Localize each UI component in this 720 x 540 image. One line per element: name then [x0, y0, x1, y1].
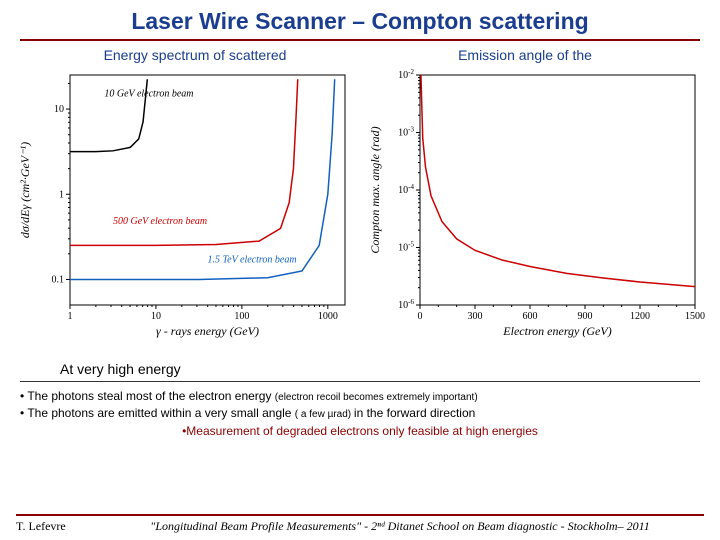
- svg-text:1500: 1500: [685, 311, 705, 322]
- measurement-line: •Measurement of degraded electrons only …: [20, 421, 700, 439]
- subtitles-row: Energy spectrum of scattered Emission an…: [0, 41, 720, 65]
- svg-text:10-4: 10-4: [398, 183, 414, 196]
- footer-text: "Longitudinal Beam Profile Measurements"…: [96, 519, 704, 534]
- subtitle-right: Emission angle of the: [377, 47, 674, 63]
- bullets: • The photons steal most of the electron…: [0, 384, 720, 439]
- bullet-2-paren: ( a few µrad): [295, 409, 354, 420]
- svg-text:100: 100: [234, 311, 249, 322]
- right-chart: 0 300 600 900 1200 1500 10-6 10-5 10-4 10-3 10-2 El…: [365, 65, 705, 345]
- charts-row: 1 10 100 1000 0.1 1 10 γ - rays energy (GeV) dσ/…: [0, 65, 720, 355]
- svg-text:300: 300: [468, 311, 483, 322]
- footer-author: T. Lefevre: [16, 519, 96, 534]
- svg-text:10: 10: [151, 311, 161, 322]
- svg-text:0: 0: [418, 311, 423, 322]
- svg-text:γ - rays energy (GeV): γ - rays energy (GeV): [156, 324, 259, 338]
- svg-text:600: 600: [523, 311, 538, 322]
- footer: T. Lefevre "Longitudinal Beam Profile Me…: [0, 519, 720, 534]
- svg-text:1000: 1000: [318, 311, 338, 322]
- svg-text:10: 10: [54, 104, 64, 115]
- svg-text:10-3: 10-3: [398, 126, 414, 139]
- svg-text:Compton max. angle (rad): Compton max. angle (rad): [368, 126, 382, 253]
- title-bar: Laser Wire Scanner – Compton scattering: [0, 0, 720, 37]
- subtitle-left: Energy spectrum of scattered: [47, 47, 344, 63]
- svg-text:1: 1: [59, 189, 64, 200]
- svg-text:900: 900: [578, 311, 593, 322]
- bullet-1-paren: (electron recoil becomes extremely impor…: [275, 392, 478, 403]
- svg-text:500 GeV electron beam: 500 GeV electron beam: [113, 216, 207, 227]
- svg-text:10-5: 10-5: [398, 241, 414, 254]
- svg-text:10 GeV electron beam: 10 GeV electron beam: [104, 88, 193, 99]
- divider: [20, 381, 700, 382]
- footer-underline: [16, 514, 704, 516]
- bullet-2-tail: in the forward direction: [354, 406, 475, 420]
- svg-text:1.5 TeV electron beam: 1.5 TeV electron beam: [208, 254, 297, 265]
- svg-text:dσ/dEγ (cm²·GeV⁻¹): dσ/dEγ (cm²·GeV⁻¹): [18, 142, 32, 238]
- svg-text:Electron energy (GeV): Electron energy (GeV): [502, 324, 611, 338]
- bullet-2-main: • The photons are emitted within a very …: [20, 406, 295, 420]
- left-chart: 1 10 100 1000 0.1 1 10 γ - rays energy (GeV) dσ/…: [15, 65, 355, 345]
- bullet-1-main: • The photons steal most of the electron…: [20, 389, 275, 403]
- svg-text:0.1: 0.1: [52, 274, 65, 285]
- svg-text:1: 1: [68, 311, 73, 322]
- bullet-2: • The photons are emitted within a very …: [20, 405, 700, 422]
- svg-text:1200: 1200: [630, 311, 650, 322]
- bullet-1: • The photons steal most of the electron…: [20, 388, 700, 405]
- svg-text:10-6: 10-6: [398, 298, 414, 311]
- note-high-energy: At very high energy: [0, 355, 720, 379]
- svg-text:10-2: 10-2: [398, 68, 414, 81]
- page-title: Laser Wire Scanner – Compton scattering: [0, 8, 720, 35]
